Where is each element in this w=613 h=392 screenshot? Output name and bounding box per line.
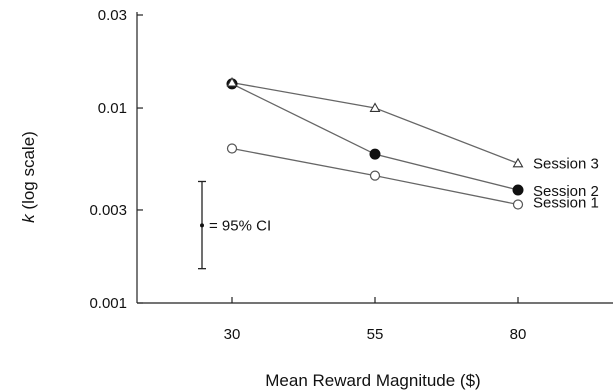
ci-legend: = 95% CI	[198, 180, 271, 270]
ci-label: = 95% CI	[209, 217, 271, 234]
tick-marks: 0.001 0.003 0.01 0.03 30 55 80	[89, 7, 526, 343]
series-marker	[226, 77, 238, 87]
series-lines	[231, 81, 519, 206]
y-tick-label: 0.001	[89, 295, 127, 312]
ci-bar-center	[200, 223, 204, 228]
x-axis-title: Mean Reward Magnitude ($)	[265, 371, 480, 390]
series-label: Session 2	[533, 183, 599, 200]
y-tick-label: 0.01	[98, 100, 127, 117]
series-marker	[512, 199, 524, 210]
series-label: Session 1	[533, 195, 599, 212]
series-marker	[369, 102, 381, 112]
series-marker	[369, 148, 381, 160]
x-tick-label: 30	[224, 326, 241, 343]
y-axis-title-text: (log scale)	[19, 131, 38, 214]
series-marker	[226, 143, 238, 154]
x-tick-label: 80	[510, 326, 527, 343]
series-label: Session 3	[533, 155, 599, 172]
series-markers	[226, 77, 524, 210]
y-axis-title-symbol: k	[19, 213, 38, 223]
x-tick-label: 55	[367, 326, 384, 343]
y-tick-label: 0.003	[89, 202, 127, 219]
series-marker	[369, 170, 381, 181]
series-marker	[512, 184, 524, 196]
y-axis-title: k (log scale)	[19, 131, 38, 223]
series-marker	[512, 157, 524, 168]
y-tick-label: 0.03	[98, 7, 127, 24]
